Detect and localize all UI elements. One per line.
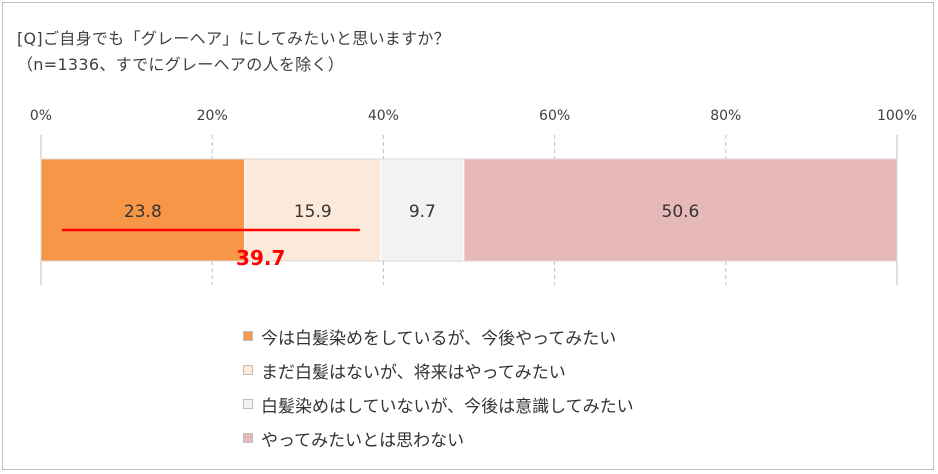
bar-segment-1 (244, 158, 382, 262)
x-tick-label-2: 40% (368, 108, 399, 124)
legend-label-3: やってみたいとは思わない (261, 430, 465, 451)
data-label-2: 9.7 (409, 202, 436, 222)
legend: 今は白髪染めをしているが、今後やってみたい まだ白髪はないが、将来はやってみたい… (243, 319, 634, 455)
x-tick-label-1: 20% (197, 108, 228, 124)
chart-subtitle: （n=1336、すでにグレーヘアの人を除く） (17, 55, 345, 74)
legend-item-1: まだ白髪はないが、将来はやってみたい (243, 353, 634, 387)
data-label-0: 23.8 (124, 202, 162, 222)
bar-segment-0 (40, 158, 246, 262)
data-label-1: 15.9 (294, 202, 332, 222)
bar-segment-2 (380, 158, 465, 262)
legend-label-0: 今は白髪染めをしているが、今後やってみたい (261, 328, 617, 349)
stacked-bar-chart: 0% 20% 40% 60% 80% 100% 23.8 15.9 9.7 50.6 39.7 (30, 108, 917, 285)
legend-item-2: 白髪染めはしていないが、今後は意識してみたい (243, 387, 634, 421)
legend-label-2: 白髪染めはしていないが、今後は意識してみたい (261, 396, 634, 417)
x-tick-label-5: 100% (877, 108, 917, 124)
legend-swatch-2 (243, 399, 253, 409)
legend-item-3: やってみたいとは思わない (243, 421, 634, 455)
x-tick-label-0: 0% (30, 108, 52, 124)
bar-outline (40, 158, 898, 262)
legend-swatch-3 (243, 433, 253, 443)
legend-swatch-0 (243, 331, 253, 341)
chart-title: [Q]ご自身でも「グレーヘア」にしてみたいと思いますか？ (17, 29, 450, 48)
x-tick-label-4: 80% (710, 108, 741, 124)
legend-swatch-1 (243, 365, 253, 375)
annotation-label: 39.7 (236, 246, 285, 270)
legend-item-0: 今は白髪染めをしているが、今後やってみたい (243, 319, 634, 353)
legend-label-1: まだ白髪はないが、将来はやってみたい (261, 362, 566, 383)
x-tick-label-3: 60% (539, 108, 570, 124)
data-label-3: 50.6 (662, 202, 700, 222)
